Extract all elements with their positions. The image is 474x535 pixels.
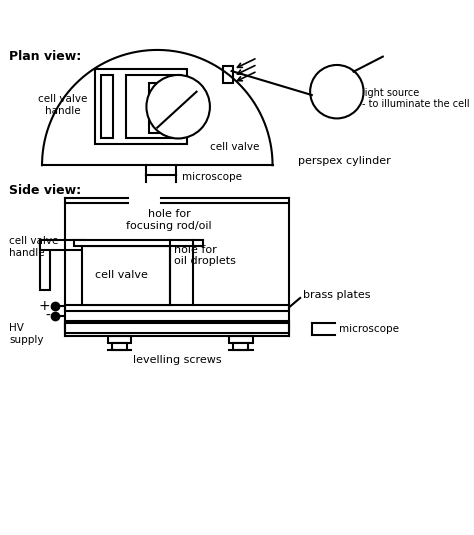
Bar [39, 240, 50, 291]
Bar [65, 323, 289, 333]
Bar [127, 75, 181, 139]
Bar [65, 304, 289, 311]
Text: cell valve
handle: cell valve handle [9, 236, 59, 258]
Text: -: - [46, 309, 50, 323]
Bar [233, 343, 248, 350]
Text: perspex cylinder: perspex cylinder [298, 156, 391, 166]
Bar [108, 337, 131, 343]
Bar [74, 240, 203, 246]
Bar [149, 83, 165, 133]
Text: hole for
oil droplets: hole for oil droplets [174, 244, 236, 266]
Text: Side view:: Side view: [9, 184, 82, 196]
Text: brass plates: brass plates [303, 289, 371, 300]
Bar [223, 66, 233, 83]
Bar [95, 69, 187, 144]
Circle shape [146, 75, 210, 139]
Text: levelling screws: levelling screws [133, 355, 222, 365]
Text: cell valve: cell valve [95, 270, 148, 280]
Bar [229, 337, 253, 343]
Text: microscope: microscope [182, 172, 242, 182]
Text: hole for
focusing rod/oil: hole for focusing rod/oil [126, 210, 212, 231]
Text: Plan view:: Plan view: [9, 50, 82, 63]
Bar [112, 343, 127, 350]
Bar [65, 322, 289, 328]
Text: HV
supply: HV supply [9, 323, 44, 345]
Bar [39, 240, 85, 250]
Text: light source
- to illuminate the cell: light source - to illuminate the cell [362, 88, 470, 109]
Bar [82, 246, 170, 304]
Circle shape [310, 65, 364, 118]
Text: cell valve
handle: cell valve handle [38, 94, 88, 116]
Text: +: + [39, 300, 50, 314]
Bar [101, 75, 113, 139]
Text: microscope: microscope [339, 324, 400, 334]
Text: cell valve: cell valve [210, 142, 259, 152]
